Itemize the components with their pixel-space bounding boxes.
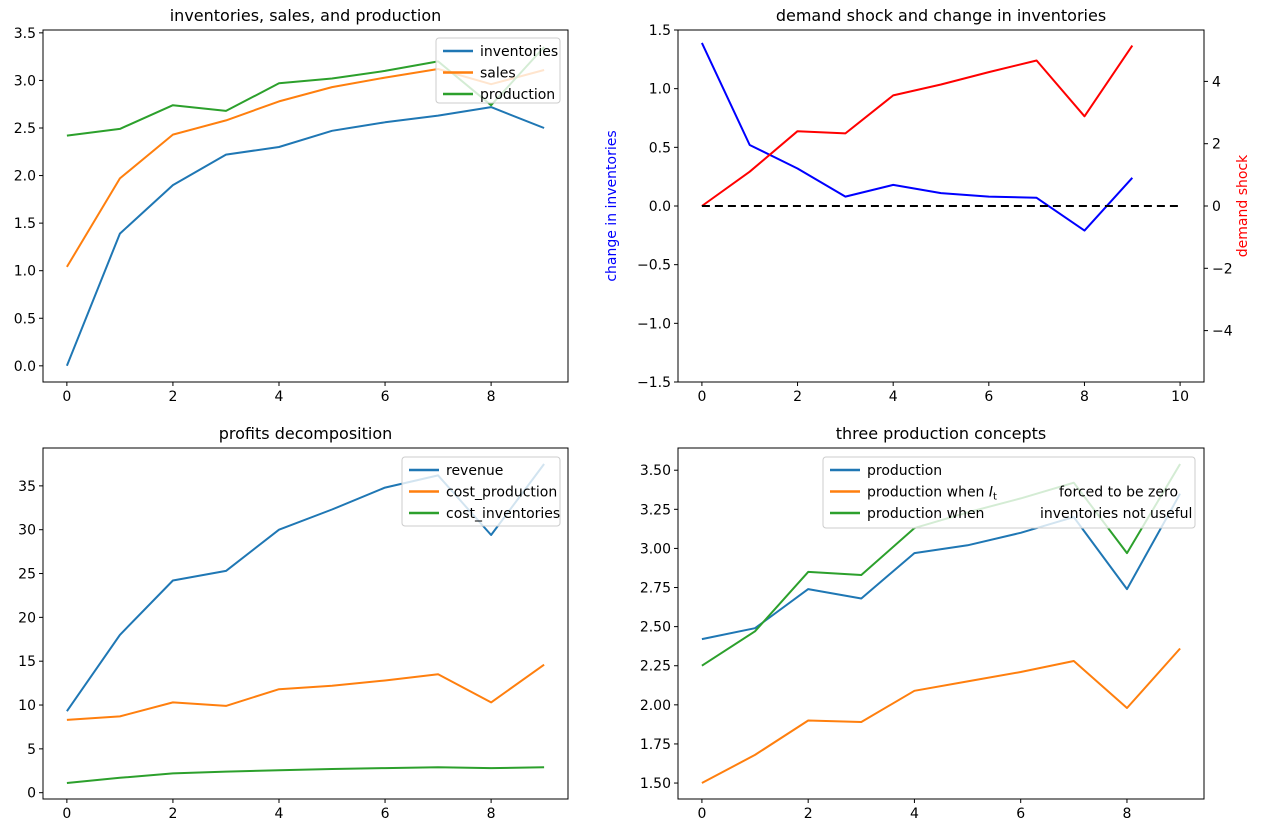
legend: production production when It forced to be… <box>822 456 1196 529</box>
y-tick-label: 10 <box>18 698 36 714</box>
x-tick-label: 0 <box>697 806 706 822</box>
y-tick-label: 1.5 <box>649 23 671 39</box>
y-tick-label: 25 <box>18 567 36 583</box>
y-tick-label: 0.5 <box>14 311 36 327</box>
y-tick-label: 1.0 <box>14 264 36 280</box>
ylabel-left: change in inventories <box>604 130 620 281</box>
y-tick-label: 3.0 <box>14 73 36 89</box>
y-tick-label: 2.50 <box>640 620 671 636</box>
y-right-tick-label: 0 <box>1212 199 1221 215</box>
legend-label: cost_production <box>446 485 557 501</box>
axes-frame <box>42 29 569 383</box>
chart-title: three production concepts <box>836 424 1047 443</box>
axes-frame <box>677 447 1205 800</box>
legend-label: production <box>480 87 555 103</box>
x-tick-label: 6 <box>381 806 390 822</box>
chart-demand_shock_change_inventories: demand shock and change in inventories 0 2… <box>604 6 1251 405</box>
x-tick-label: 6 <box>381 389 390 405</box>
x-tick-label: 6 <box>984 389 993 405</box>
x-tick-label: 8 <box>1122 806 1131 822</box>
series-cost_production <box>66 663 545 721</box>
y-tick-label: 3.5 <box>14 26 36 42</box>
legend: inventories sales production <box>435 37 561 104</box>
x-tick-label: 10 <box>1171 389 1189 405</box>
chart-inventories_sales_production: inventories, sales, and production 0 2 4 6 8 0… <box>14 6 569 405</box>
legend-label: production when It forced to be zero <box>867 485 1178 503</box>
y-tick-label: 2.75 <box>640 581 671 597</box>
y-tick-label: 1.50 <box>640 776 671 792</box>
x-tick-label: 0 <box>62 806 71 822</box>
x-tick-label: 4 <box>910 806 919 822</box>
y-tick-label: 35 <box>18 479 36 495</box>
series-production_when_It_forced_zero <box>701 647 1181 784</box>
chart-title: demand shock and change in inventories <box>776 6 1106 25</box>
chart-title: profits decomposition <box>219 424 393 443</box>
y-tick-label: 3.25 <box>640 502 671 518</box>
legend: revenue cost_production cost_inventories <box>401 456 561 527</box>
y-tick-label: 3.00 <box>640 541 671 557</box>
y-tick-label: 2.5 <box>14 121 36 137</box>
y-tick-label: 30 <box>18 523 36 539</box>
legend-label: production when inventories not useful <box>867 506 1192 522</box>
x-tick-label: 0 <box>62 389 71 405</box>
y-tick-label: 2.00 <box>640 698 671 714</box>
series-production <box>701 493 1181 641</box>
ylabel-right: demand shock <box>1235 154 1251 257</box>
x-tick-label: 8 <box>1080 389 1089 405</box>
series-cost_inventories <box>66 766 545 784</box>
y-tick-label: 15 <box>18 654 36 670</box>
y-right-tick-label: −2 <box>1212 261 1233 277</box>
y-tick-label: 0 <box>27 786 36 802</box>
x-tick-label: 6 <box>1016 806 1025 822</box>
legend-box <box>435 37 561 104</box>
x-tick-label: 2 <box>804 806 813 822</box>
y-tick-label: 3.50 <box>640 463 671 479</box>
x-tick-label: 8 <box>487 806 496 822</box>
x-tick-label: 4 <box>275 389 284 405</box>
y-tick-label: 5 <box>27 742 36 758</box>
y-tick-label: 2.25 <box>640 659 671 675</box>
x-tick-label: 4 <box>275 806 284 822</box>
legend-label: production <box>867 463 942 479</box>
legend-box <box>822 456 1196 529</box>
chart-title: inventories, sales, and production <box>170 6 442 25</box>
y-tick-label: 1.0 <box>649 82 671 98</box>
x-tick-label: 2 <box>168 806 177 822</box>
x-tick-label: 8 <box>487 389 496 405</box>
y-tick-label: 1.75 <box>640 737 671 753</box>
x-tick-label: 2 <box>168 389 177 405</box>
y-tick-label: 2.0 <box>14 169 36 185</box>
chart-profits_decomposition: profits decomposition 0 2 4 6 8 0 5 10 15 20 25 30 35… <box>18 424 569 822</box>
legend-label: revenue <box>446 463 503 479</box>
y-tick-label: −1.0 <box>637 316 671 332</box>
y-tick-label: 20 <box>18 610 36 626</box>
y-tick-label: 1.5 <box>14 216 36 232</box>
y-tick-label: −0.5 <box>637 258 671 274</box>
axes-frame <box>42 447 569 800</box>
y-right-tick-label: 2 <box>1212 137 1221 153</box>
y-tick-label: 0.5 <box>649 140 671 156</box>
x-tick-label: 2 <box>793 389 802 405</box>
legend-label: sales <box>480 66 516 82</box>
x-tick-label: 0 <box>697 389 706 405</box>
series-demand_shock <box>701 45 1134 207</box>
legend-label: inventories <box>480 44 558 60</box>
series-inventories <box>65 106 545 367</box>
y-tick-label: 0.0 <box>649 199 671 215</box>
y-right-tick-label: −4 <box>1212 324 1233 340</box>
y-right-tick-label: 4 <box>1212 74 1221 90</box>
legend-box <box>401 456 561 527</box>
chart-three_production_concepts: three production concepts 0 2 4 6 8 1.50 1.75 2.… <box>640 424 1205 822</box>
legend-label: cost_inventories <box>446 506 560 522</box>
y-tick-label: −1.5 <box>637 375 671 391</box>
y-tick-label: 0.0 <box>14 359 36 375</box>
series-change_in_inventories <box>700 42 1134 232</box>
x-tick-label: 4 <box>889 389 898 405</box>
